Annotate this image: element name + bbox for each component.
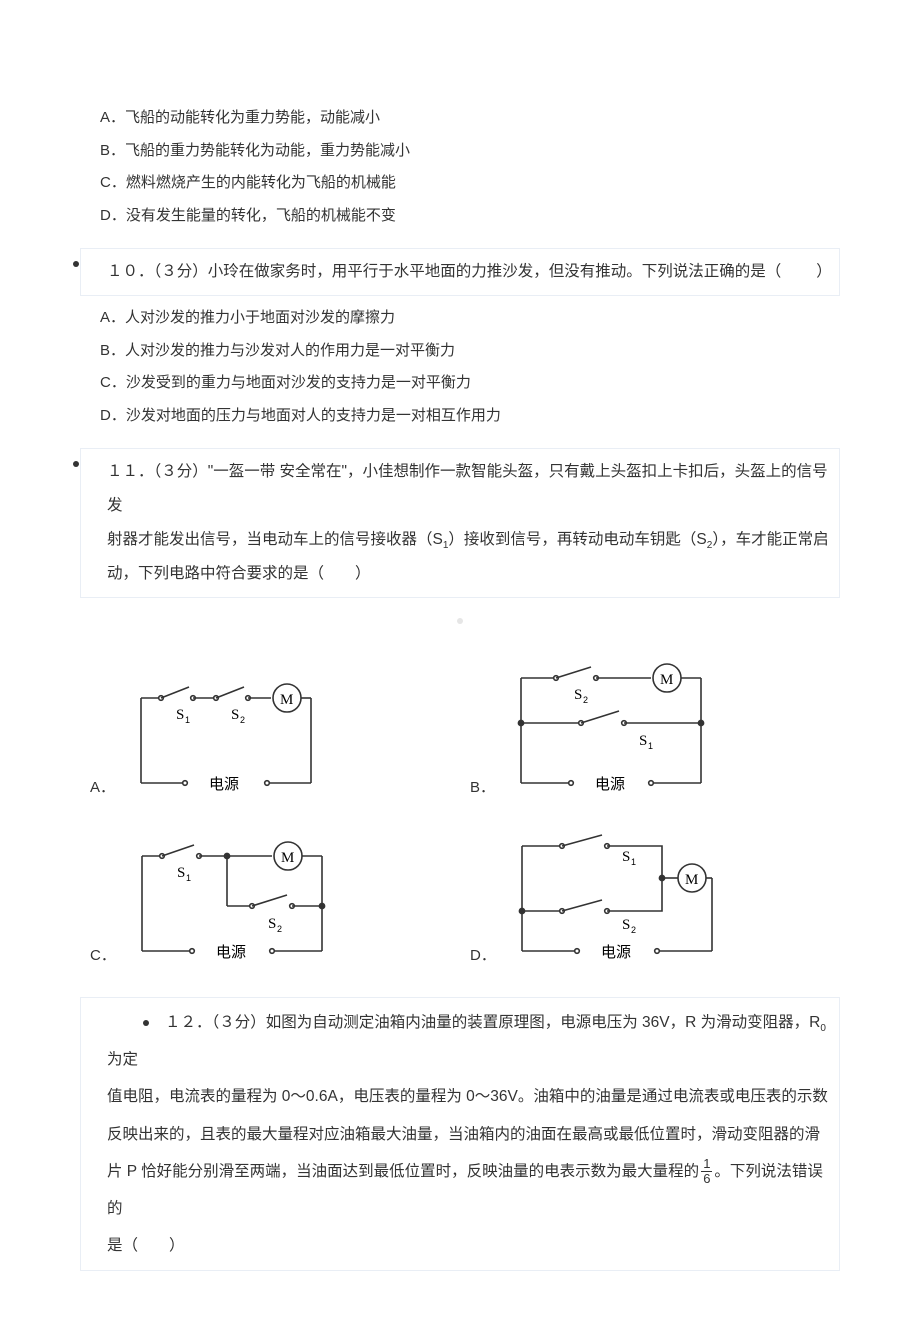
svg-text:电源: 电源 — [209, 776, 239, 793]
label-a: A． — [90, 774, 115, 803]
circuit-d: D． — [470, 821, 830, 971]
svg-text:1: 1 — [648, 741, 653, 751]
svg-text:电源: 电源 — [595, 776, 625, 793]
q11: １１．（３分）"一盔一带 安全常在"，小佳想制作一款智能头盔，只有戴上头盔扣上卡… — [80, 448, 840, 598]
svg-text:电源: 电源 — [601, 944, 631, 961]
q10-opt-d: D．沙发对地面的压力与地面对人的支持力是一对相互作用力 — [100, 402, 840, 431]
q12-line1: １２．（３分）如图为自动测定油箱内油量的装置原理图，电源电压为 36V，R 为滑… — [107, 1004, 833, 1078]
svg-text:S: S — [622, 849, 630, 865]
label-d: D． — [470, 942, 496, 971]
label-b: B． — [470, 774, 495, 803]
q9-opt-d: D．没有发生能量的转化，飞船的机械能不变 — [100, 202, 840, 231]
fraction-one-sixth: 16 — [701, 1157, 712, 1187]
svg-text:2: 2 — [583, 695, 588, 705]
circuit-b: B． — [470, 653, 830, 803]
svg-text:M: M — [660, 672, 673, 688]
circuit-a: A． — [90, 653, 450, 803]
q10: １０．（３分）小玲在做家务时，用平行于水平地面的力推沙发，但没有推动。下列说法正… — [80, 248, 840, 296]
q9-opt-c: C．燃料燃烧产生的内能转化为飞船的机械能 — [100, 169, 840, 198]
center-dot — [80, 606, 840, 635]
page: A．飞船的动能转化为重力势能，动能减小 B．飞船的重力势能转化为动能，重力势能减… — [0, 0, 920, 1331]
q12-line5: 是（ ） — [107, 1227, 833, 1264]
svg-text:M: M — [281, 850, 294, 866]
svg-text:2: 2 — [240, 715, 245, 725]
circuit-c: C． — [90, 821, 450, 971]
svg-text:S: S — [177, 865, 185, 881]
bullet-icon — [73, 261, 79, 267]
svg-text:1: 1 — [186, 873, 191, 883]
bullet-icon — [143, 1020, 149, 1026]
svg-text:M: M — [280, 692, 293, 708]
svg-text:S: S — [639, 733, 647, 749]
q11-line2: 射器才能发出信号，当电动车上的信号接收器（S1）接收到信号，再转动电动车钥匙（S… — [107, 523, 833, 557]
svg-text:S: S — [231, 707, 239, 723]
svg-text:2: 2 — [631, 925, 636, 935]
q12-line4: 片 P 恰好能分别滑至两端，当油面达到最低位置时，反映油量的电表示数为最大量程的… — [107, 1153, 833, 1227]
q10-stem: １０．（３分）小玲在做家务时，用平行于水平地面的力推沙发，但没有推动。下列说法正… — [107, 263, 832, 280]
q12-line2: 值电阻，电流表的量程为 0～0.6A，电压表的量程为 0～36V。油箱中的油量是… — [107, 1078, 833, 1115]
q9-opt-b: B．飞船的重力势能转化为动能，重力势能减小 — [100, 137, 840, 166]
svg-text:S: S — [268, 916, 276, 932]
svg-text:1: 1 — [631, 857, 636, 867]
svg-text:1: 1 — [185, 715, 190, 725]
svg-text:S: S — [622, 917, 630, 933]
label-c: C． — [90, 942, 116, 971]
q10-opt-a: A．人对沙发的推力小于地面对沙发的摩擦力 — [100, 304, 840, 333]
svg-text:电源: 电源 — [216, 944, 246, 961]
q11-line1: １１．（３分）"一盔一带 安全常在"，小佳想制作一款智能头盔，只有戴上头盔扣上卡… — [107, 455, 833, 523]
q9-opt-a: A．飞船的动能转化为重力势能，动能减小 — [100, 104, 840, 133]
q12-line3: 反映出来的，且表的最大量程对应油箱最大油量，当油箱内的油面在最高或最低位置时，滑… — [107, 1116, 833, 1153]
q11-line3: 动，下列电路中符合要求的是（ ） — [107, 557, 833, 591]
bullet-icon — [73, 461, 79, 467]
q11-diagrams: A． — [90, 653, 830, 989]
q10-opt-c: C．沙发受到的重力与地面对沙发的支持力是一对平衡力 — [100, 369, 840, 398]
q10-opt-b: B．人对沙发的推力与沙发对人的作用力是一对平衡力 — [100, 337, 840, 366]
svg-text:M: M — [685, 872, 698, 888]
svg-text:S: S — [574, 687, 582, 703]
svg-text:2: 2 — [277, 924, 282, 934]
q12: １２．（３分）如图为自动测定油箱内油量的装置原理图，电源电压为 36V，R 为滑… — [80, 997, 840, 1271]
svg-text:S: S — [176, 707, 184, 723]
